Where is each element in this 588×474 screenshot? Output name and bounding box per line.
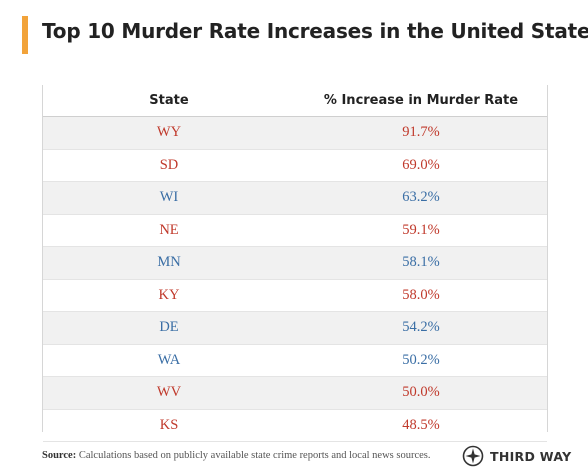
state-cell: DE (43, 311, 295, 345)
source-text: Calculations based on publicly available… (78, 450, 431, 461)
increase-value-cell: 58.0% (295, 279, 547, 312)
state-cell: WV (43, 376, 295, 410)
table-body: WY 91.7% SD 69.0% WI 63.2% NE 59.1% MN 58.1% KY 58.… (43, 116, 547, 442)
data-table: State % Increase in Murder Rate WY 91.7% S… (43, 85, 547, 442)
source-label: Source: (42, 450, 77, 461)
table-row: MN 58.1% (43, 246, 547, 280)
increase-value-cell: 63.2% (295, 181, 547, 215)
column-header-increase: % Increase in Murder Rate (295, 85, 547, 117)
state-cell: WY (43, 116, 295, 150)
state-cell: SD (43, 149, 295, 182)
table-row: DE 54.2% (43, 311, 547, 345)
page-title: Top 10 Murder Rate Increases in the Unit… (42, 19, 588, 43)
logo-text: THIRD WAY (490, 448, 572, 464)
compass-icon (462, 445, 484, 467)
table-row: SD 69.0% (43, 149, 547, 182)
table-header-row: State % Increase in Murder Rate (43, 85, 547, 117)
data-table-container: State % Increase in Murder Rate WY 91.7% S… (42, 85, 548, 442)
table-row: WA 50.2% (43, 344, 547, 377)
increase-value-cell: 50.2% (295, 344, 547, 377)
increase-value-cell: 54.2% (295, 311, 547, 345)
third-way-logo: THIRD WAY (462, 445, 571, 467)
title-accent-bar (22, 16, 28, 54)
state-cell: NE (43, 214, 295, 247)
table-row: WY 91.7% (43, 116, 547, 150)
state-cell: WA (43, 344, 295, 377)
table-row: WV 50.0% (43, 376, 547, 410)
table-row: WI 63.2% (43, 181, 547, 215)
increase-value-cell: 50.0% (295, 376, 547, 410)
table-row: NE 59.1% (43, 214, 547, 247)
source-note: Source: Calculations based on publicly a… (42, 450, 430, 461)
increase-value-cell: 91.7% (295, 116, 547, 150)
state-cell: WI (43, 181, 295, 215)
increase-value-cell: 69.0% (295, 149, 547, 182)
table-row: KY 58.0% (43, 279, 547, 312)
state-cell: KS (43, 409, 295, 442)
increase-value-cell: 48.5% (295, 409, 547, 442)
increase-value-cell: 58.1% (295, 246, 547, 280)
table-row: KS 48.5% (43, 409, 547, 442)
state-cell: MN (43, 246, 295, 280)
increase-value-cell: 59.1% (295, 214, 547, 247)
column-header-state: State (43, 85, 295, 117)
state-cell: KY (43, 279, 295, 312)
